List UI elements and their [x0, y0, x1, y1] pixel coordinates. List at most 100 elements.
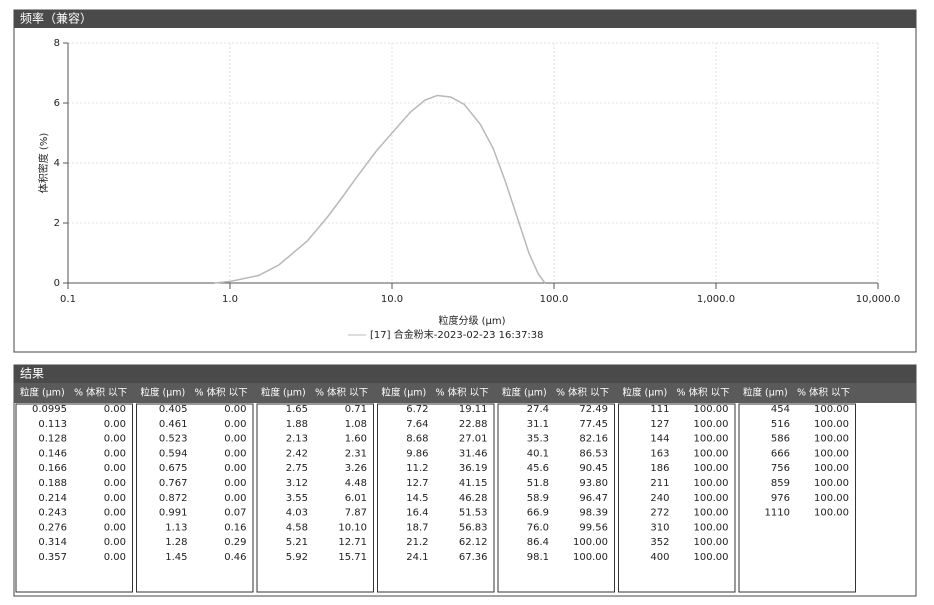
size-cell: 76.0: [527, 522, 549, 533]
percent-cell: 100.00: [573, 537, 608, 548]
percent-cell: 100.00: [694, 419, 729, 430]
percent-cell: 31.46: [459, 448, 488, 459]
percent-cell: 0.29: [224, 537, 246, 548]
group-cell: [15, 403, 133, 593]
percent-cell: 0.00: [224, 463, 246, 474]
percent-cell: 6.01: [345, 493, 367, 504]
size-cell: 5.21: [286, 537, 308, 548]
percent-cell: 100.00: [694, 404, 729, 415]
size-cell: 4.03: [286, 508, 308, 519]
size-cell: 240: [650, 493, 669, 504]
size-cell: 3.12: [286, 478, 308, 489]
size-cell: 21.2: [406, 537, 428, 548]
series-line: [214, 94, 546, 284]
percent-cell: 0.00: [104, 434, 126, 445]
percent-cell: 0.00: [224, 478, 246, 489]
size-cell: 2.42: [286, 448, 308, 459]
percent-cell: 0.00: [104, 463, 126, 474]
column-header: % 体积 以下: [556, 387, 609, 399]
percent-cell: 4.48: [345, 478, 367, 489]
y-tick-label: 6: [54, 98, 60, 109]
size-cell: 400: [650, 552, 669, 563]
column-header: % 体积 以下: [315, 387, 368, 399]
group-cell: [377, 403, 495, 593]
y-tick-label: 8: [54, 38, 60, 49]
size-cell: 0.675: [159, 463, 188, 474]
y-tick-label: 4: [54, 158, 60, 169]
chart-title: 频率（兼容）: [20, 11, 92, 26]
size-cell: 0.767: [159, 478, 188, 489]
size-cell: 0.166: [38, 463, 67, 474]
percent-cell: 100.00: [694, 522, 729, 533]
percent-cell: 0.00: [104, 552, 126, 563]
size-cell: 352: [650, 537, 669, 548]
percent-cell: 100.00: [694, 434, 729, 445]
percent-cell: 0.00: [104, 478, 126, 489]
percent-cell: 100.00: [814, 478, 849, 489]
size-cell: 12.7: [406, 478, 428, 489]
column-header-row: [14, 383, 916, 403]
x-tick-label: 1.0: [222, 294, 238, 305]
size-cell: 0.243: [38, 508, 67, 519]
size-cell: 1.28: [165, 537, 187, 548]
size-cell: 1.88: [286, 419, 308, 430]
group-cell: [497, 403, 615, 593]
percent-cell: 12.71: [338, 537, 367, 548]
percent-cell: 0.16: [224, 522, 246, 533]
size-cell: 0.188: [38, 478, 67, 489]
size-cell: 0.214: [38, 493, 67, 504]
percent-cell: 62.12: [459, 537, 488, 548]
size-cell: 18.7: [406, 522, 428, 533]
column-header: 粒度 (μm): [502, 387, 547, 399]
size-cell: 4.58: [286, 522, 308, 533]
group-cell: [618, 403, 736, 593]
y-tick-label: 0: [54, 278, 60, 289]
percent-cell: 96.47: [579, 493, 608, 504]
percent-cell: 0.07: [224, 508, 246, 519]
size-cell: 111: [650, 404, 669, 415]
size-cell: 51.8: [527, 478, 549, 489]
percent-cell: 0.46: [224, 552, 246, 563]
size-cell: 14.5: [406, 493, 428, 504]
percent-cell: 1.60: [345, 434, 367, 445]
percent-cell: 72.49: [579, 404, 608, 415]
percent-cell: 3.26: [345, 463, 367, 474]
size-cell: 163: [650, 448, 669, 459]
size-cell: 976: [771, 493, 790, 504]
percent-cell: 67.36: [459, 552, 488, 563]
percent-cell: 82.16: [579, 434, 608, 445]
percent-cell: 22.88: [459, 419, 488, 430]
size-cell: 0.357: [38, 552, 67, 563]
size-cell: 0.0995: [32, 404, 67, 415]
size-cell: 0.113: [38, 419, 67, 430]
x-tick-label: 10.0: [381, 294, 403, 305]
size-cell: 127: [650, 419, 669, 430]
percent-cell: 99.56: [579, 522, 608, 533]
percent-cell: 19.11: [459, 404, 488, 415]
size-cell: 859: [771, 478, 790, 489]
percent-cell: 0.00: [104, 493, 126, 504]
size-cell: 3.55: [286, 493, 308, 504]
percent-cell: 0.00: [104, 537, 126, 548]
group-cell: [256, 403, 374, 593]
column-header: 粒度 (μm): [623, 387, 668, 399]
size-cell: 40.1: [527, 448, 549, 459]
column-header: % 体积 以下: [797, 387, 850, 399]
size-cell: 9.86: [406, 448, 428, 459]
size-cell: 16.4: [406, 508, 428, 519]
column-header: 粒度 (μm): [743, 387, 788, 399]
size-cell: 58.9: [527, 493, 549, 504]
column-header: % 体积 以下: [74, 387, 127, 399]
percent-cell: 100.00: [814, 493, 849, 504]
percent-cell: 0.00: [104, 508, 126, 519]
percent-cell: 27.01: [459, 434, 488, 445]
percent-cell: 36.19: [459, 463, 488, 474]
percent-cell: 100.00: [814, 419, 849, 430]
size-cell: 8.68: [406, 434, 428, 445]
chart-panel: [13, 9, 917, 353]
x-tick-label: 10,000.0: [856, 294, 901, 305]
legend-label: [17] 合金粉末-2023-02-23 16:37:38: [370, 328, 544, 341]
percent-cell: 100.00: [814, 508, 849, 519]
size-cell: 5.92: [286, 552, 308, 563]
size-cell: 272: [650, 508, 669, 519]
